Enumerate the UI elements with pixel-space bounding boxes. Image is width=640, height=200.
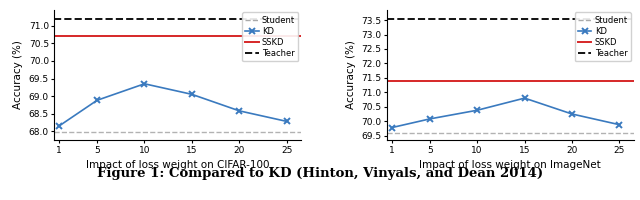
Legend: Student, KD, SSKD, Teacher: Student, KD, SSKD, Teacher bbox=[242, 12, 298, 61]
X-axis label: Impact of loss weight on ImageNet: Impact of loss weight on ImageNet bbox=[419, 160, 601, 170]
Legend: Student, KD, SSKD, Teacher: Student, KD, SSKD, Teacher bbox=[575, 12, 631, 61]
Y-axis label: Accuracy (%): Accuracy (%) bbox=[13, 41, 23, 109]
X-axis label: Impact of loss weight on CIFAR-100: Impact of loss weight on CIFAR-100 bbox=[86, 160, 269, 170]
Text: Figure 1: Compared to KD (Hinton, Vinyals, and Dean 2014): Figure 1: Compared to KD (Hinton, Vinyal… bbox=[97, 167, 543, 180]
Y-axis label: Accuracy (%): Accuracy (%) bbox=[346, 41, 356, 109]
